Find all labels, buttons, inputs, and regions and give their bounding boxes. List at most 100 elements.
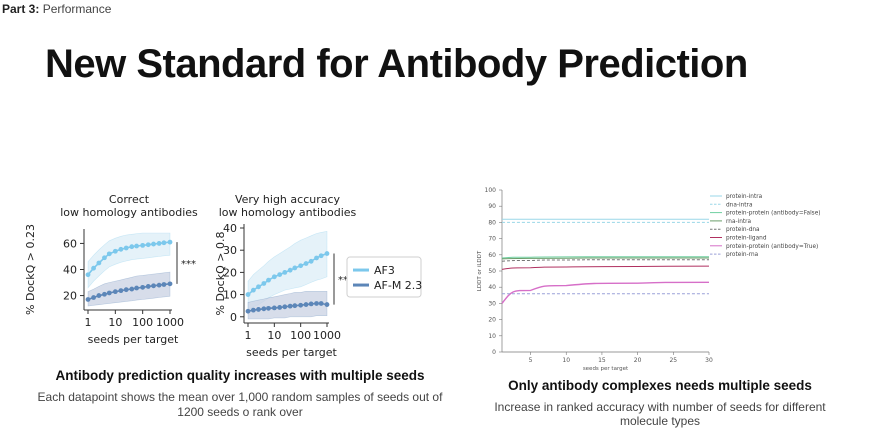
x-axis-label: seeds per target: [583, 366, 629, 372]
y-tick-label: 0: [230, 311, 237, 324]
chart-title-line: low homology antibodies: [60, 206, 198, 219]
x-tick-label: 100: [132, 316, 153, 329]
legend-label: rna-intra: [726, 219, 752, 225]
x-tick-label: 25: [669, 357, 677, 364]
data-point: [266, 305, 271, 311]
data-point: [118, 288, 124, 294]
x-tick-label: 10: [267, 329, 281, 342]
y-tick-label: 80: [488, 219, 496, 226]
legend-label: protein-protein (antibody=True): [726, 244, 818, 250]
left-subcaption: Each datapoint shows the mean over 1,000…: [37, 390, 443, 419]
legend-label: protein-rna: [726, 252, 759, 258]
data-point: [287, 303, 293, 309]
legend-label: protein-ligand: [726, 236, 767, 242]
legend-label: protein-dna: [726, 227, 760, 233]
data-point: [85, 297, 91, 302]
data-point: [256, 284, 261, 290]
data-point: [266, 277, 271, 283]
x-tick-label: 20: [634, 357, 642, 364]
data-point: [140, 284, 146, 290]
data-point: [271, 274, 277, 280]
x-tick-label: 5: [529, 357, 533, 364]
data-point: [140, 242, 146, 248]
y-tick-label: 30: [488, 300, 496, 307]
legend-label: protein-intra: [726, 194, 763, 200]
y-tick-label: 0: [492, 349, 496, 356]
data-point: [161, 282, 167, 287]
data-point: [298, 263, 304, 269]
series-line: [247, 252, 328, 296]
series-line: [501, 257, 709, 260]
data-point: [292, 265, 298, 271]
legend-label: AF3: [374, 264, 395, 277]
x-tick-label: 30: [705, 357, 713, 364]
series-line: [87, 283, 171, 301]
data-point: [134, 285, 140, 291]
y-tick-label: 40: [63, 264, 77, 277]
data-point: [85, 272, 91, 278]
x-tick-label: 10: [562, 357, 570, 364]
y-tick-label: 10: [223, 289, 237, 302]
breadcrumb: Part 3: Performance: [2, 2, 111, 16]
data-point: [324, 251, 330, 256]
data-point: [151, 241, 156, 247]
data-point: [112, 248, 118, 254]
legend-box: [346, 256, 422, 298]
chart-title-line: Very high accuracy: [235, 193, 341, 206]
data-point: [156, 241, 162, 246]
y-tick-label: 10: [488, 333, 496, 340]
y-tick-label: 40: [488, 284, 496, 291]
data-point: [129, 244, 135, 250]
data-point: [129, 286, 135, 292]
data-point: [282, 269, 288, 275]
data-point: [303, 261, 309, 266]
data-point: [245, 308, 251, 314]
data-point: [287, 267, 293, 273]
y-tick-label: 50: [488, 268, 496, 275]
data-point: [318, 253, 324, 259]
y-axis-label: % DockQ > 0.8: [214, 232, 227, 316]
data-point: [91, 295, 96, 300]
data-point: [261, 306, 267, 312]
confidence-band: [247, 291, 328, 320]
left-caption: Antibody prediction quality increases wi…: [55, 368, 425, 383]
data-point: [256, 307, 261, 312]
data-point: [167, 281, 173, 287]
x-tick-label: 100: [290, 329, 311, 342]
breadcrumb-section: Performance: [42, 2, 112, 16]
x-axis-label: seeds per target: [88, 333, 179, 346]
data-point: [314, 301, 319, 306]
breadcrumb-part: Part 3: [2, 2, 36, 16]
y-tick-label: 20: [63, 290, 77, 303]
data-point: [134, 243, 140, 249]
data-point: [245, 292, 251, 297]
data-point: [161, 240, 167, 246]
data-point: [271, 305, 277, 311]
data-point: [91, 265, 96, 271]
data-point: [112, 289, 118, 295]
data-point: [277, 272, 283, 278]
data-point: [308, 258, 314, 264]
legend-label: AF-M 2.3: [374, 279, 422, 292]
y-axis-label: LDDT or iLDDT: [477, 250, 483, 291]
x-tick-label: 1: [245, 329, 252, 342]
right-caption: Only antibody complexes needs multiple s…: [508, 378, 812, 393]
y-tick-label: 60: [63, 237, 77, 250]
breadcrumb-separator: :: [35, 2, 40, 16]
data-point: [308, 301, 314, 307]
data-point: [102, 255, 107, 261]
data-point: [282, 304, 288, 310]
data-point: [151, 283, 156, 289]
series-line: [501, 281, 710, 304]
page-title: New Standard for Antibody Prediction: [45, 42, 748, 86]
data-point: [318, 301, 324, 306]
series-line: [87, 241, 171, 276]
data-point: [123, 287, 129, 293]
data-point: [106, 251, 112, 257]
data-point: [250, 307, 256, 313]
right-subcaption: Increase in ranked accuracy with number …: [494, 400, 826, 428]
data-point: [123, 245, 129, 251]
data-point: [102, 291, 107, 297]
series-line: [501, 265, 710, 270]
